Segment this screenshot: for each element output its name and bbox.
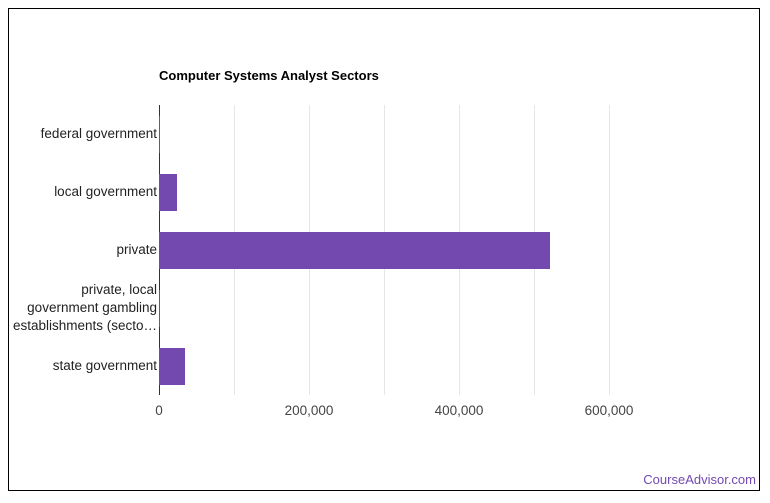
x-tick-label: 400,000 [434, 403, 484, 418]
bar[interactable] [159, 290, 160, 327]
category-label: private [116, 242, 157, 257]
x-tick-label: 600,000 [584, 403, 634, 418]
category-label: state government [52, 358, 157, 373]
bar[interactable] [159, 348, 186, 385]
bar[interactable] [159, 174, 177, 211]
x-tick-label: 200,000 [284, 403, 334, 418]
gridline [609, 105, 610, 395]
category-label: local government [54, 184, 157, 199]
x-tick-label: 0 [155, 403, 163, 418]
bar[interactable] [159, 232, 551, 269]
category-label: federal government [40, 126, 157, 141]
bar[interactable] [159, 116, 160, 153]
category-label: private, local government gambling estab… [12, 282, 157, 333]
chart-title: Computer Systems Analyst Sectors [159, 68, 379, 83]
credit-link[interactable]: CourseAdvisor.com [643, 472, 756, 487]
